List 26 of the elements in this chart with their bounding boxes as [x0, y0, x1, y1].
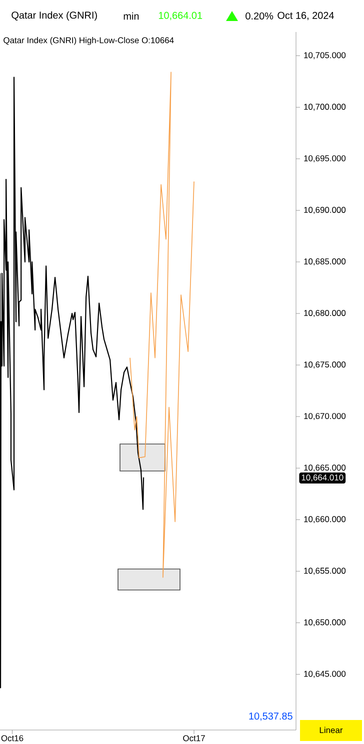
- annotation: 10,537.85: [249, 712, 292, 721]
- text: 10,664.010: [302, 474, 344, 482]
- y-tick-label: 10,645.000: [304, 670, 346, 678]
- y-tick-label: 10,680.000: [304, 310, 346, 317]
- y-tick-label: 10,665.000: [304, 464, 346, 472]
- text: 10,664.01: [158, 12, 202, 20]
- y-tick-label: 10,705.000: [304, 52, 346, 60]
- y-tick-label: 10,670.000: [304, 413, 346, 420]
- line-series: [130, 72, 194, 578]
- text: min: [124, 12, 139, 20]
- annotation: Qatar Index (GNRI) High-Low-Close O:10664: [4, 37, 174, 45]
- text: Linear: [320, 726, 343, 734]
- y-tick-label: 10,685.000: [304, 258, 346, 266]
- y-tick-label: 10,650.000: [304, 619, 346, 626]
- text: Oct 16, 2024: [278, 12, 334, 20]
- x-tick-label: Oct17: [183, 735, 205, 742]
- y-tick-label: 10,660.000: [304, 516, 346, 524]
- line-series: [0, 76, 144, 688]
- text: 0.20%: [246, 12, 274, 20]
- y-tick-label: 10,690.000: [304, 206, 346, 214]
- y-tick-label: 10,655.000: [304, 568, 346, 575]
- x-tick-label: Oct16: [1, 735, 24, 742]
- y-tick-label: 10,700.000: [304, 104, 346, 111]
- y-tick-label: 10,675.000: [304, 362, 346, 369]
- y-tick-label: 10,695.000: [304, 155, 346, 162]
- chart-title: Qatar Index (GNRI): [12, 11, 97, 21]
